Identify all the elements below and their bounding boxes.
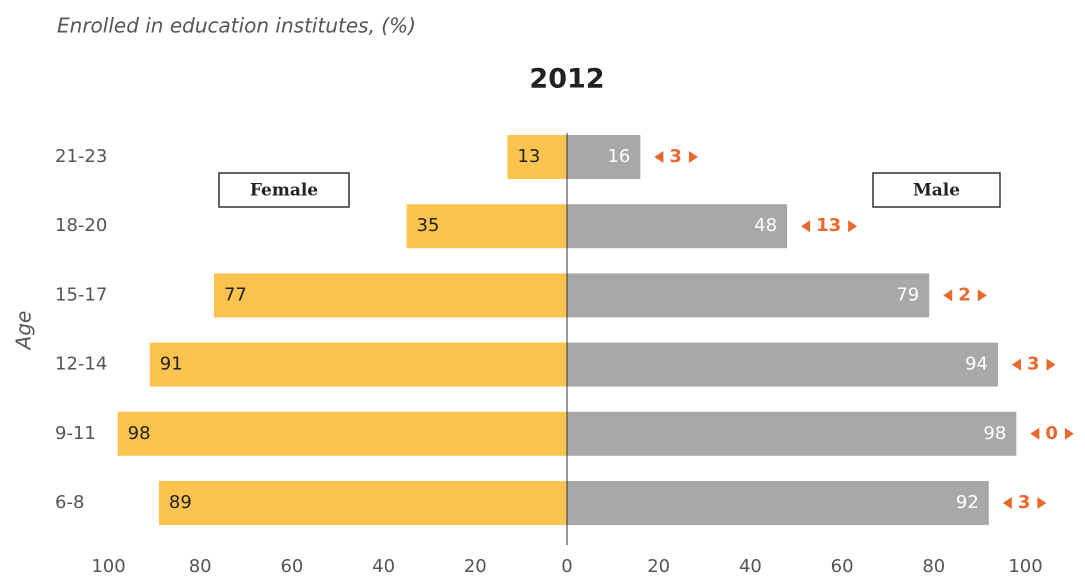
data-label: 35: [417, 215, 440, 236]
difference-label: 0: [1045, 423, 1058, 444]
bar: [567, 342, 998, 387]
y-tick-label: 15-17: [55, 284, 107, 305]
x-tick-label: 40: [372, 556, 395, 577]
y-axis-label: Age: [12, 311, 36, 352]
x-tick-label: 80: [922, 556, 945, 577]
legend-box: [872, 172, 1001, 208]
chart-subtitle: Enrolled in education institutes, (%): [57, 14, 416, 38]
arrow-left: [1011, 358, 1021, 371]
data-label: 16: [607, 146, 630, 167]
data-label: 77: [224, 284, 247, 305]
data-label: 79: [896, 284, 919, 305]
arrow-left: [1002, 497, 1012, 509]
x-tick-label: 40: [739, 556, 762, 577]
legend-label: Male: [913, 181, 960, 201]
y-tick-label: 21-23: [55, 146, 107, 167]
bar: [406, 204, 567, 249]
arrow-left: [943, 289, 953, 302]
arrow-left: [654, 151, 664, 163]
difference-label: 3: [1018, 492, 1031, 513]
arrow-right: [848, 220, 858, 233]
arrow-left: [1030, 427, 1040, 440]
data-label: 92: [956, 492, 979, 513]
arrow-right: [1037, 497, 1047, 509]
bar: [567, 135, 641, 179]
x-tick-label: 20: [464, 556, 487, 577]
chart-title: 2012: [529, 64, 604, 95]
bar: [567, 481, 989, 525]
data-label: 91: [160, 354, 183, 375]
data-label: 94: [965, 354, 988, 375]
difference-label: 3: [1027, 354, 1040, 375]
data-label: 89: [169, 492, 192, 513]
bar: [567, 204, 788, 249]
x-tick-label: 20: [647, 556, 670, 577]
data-label: 98: [128, 423, 151, 444]
bar: [149, 342, 567, 387]
data-label: 98: [983, 423, 1006, 444]
difference-label: 3: [669, 146, 682, 167]
legend-label: Female: [250, 181, 318, 201]
x-tick-label: 60: [831, 556, 854, 577]
y-tick-label: 9-11: [55, 423, 96, 444]
arrow-right: [688, 151, 698, 163]
difference-label: 2: [958, 284, 971, 305]
x-tick-label: 0: [561, 556, 572, 577]
x-tick-label: 80: [189, 556, 212, 577]
y-tick-label: 12-14: [55, 354, 107, 375]
y-tick-label: 6-8: [55, 492, 84, 513]
bar: [567, 411, 1017, 456]
arrow-left: [801, 220, 811, 233]
bar: [507, 135, 567, 179]
arrow-right: [1064, 427, 1074, 440]
x-tick-label: 100: [1008, 556, 1042, 577]
data-label: 13: [517, 146, 540, 167]
bar: [213, 273, 567, 318]
x-tick-label: 100: [91, 556, 125, 577]
arrow-right: [977, 289, 987, 302]
difference-label: 13: [816, 215, 841, 236]
bar: [567, 273, 930, 318]
arrow-right: [1046, 358, 1056, 371]
y-tick-label: 18-20: [55, 215, 107, 236]
x-tick-label: 60: [280, 556, 303, 577]
bar: [117, 411, 568, 456]
bar: [158, 481, 567, 525]
legend-box: [218, 172, 350, 208]
data-label: 48: [754, 215, 777, 236]
